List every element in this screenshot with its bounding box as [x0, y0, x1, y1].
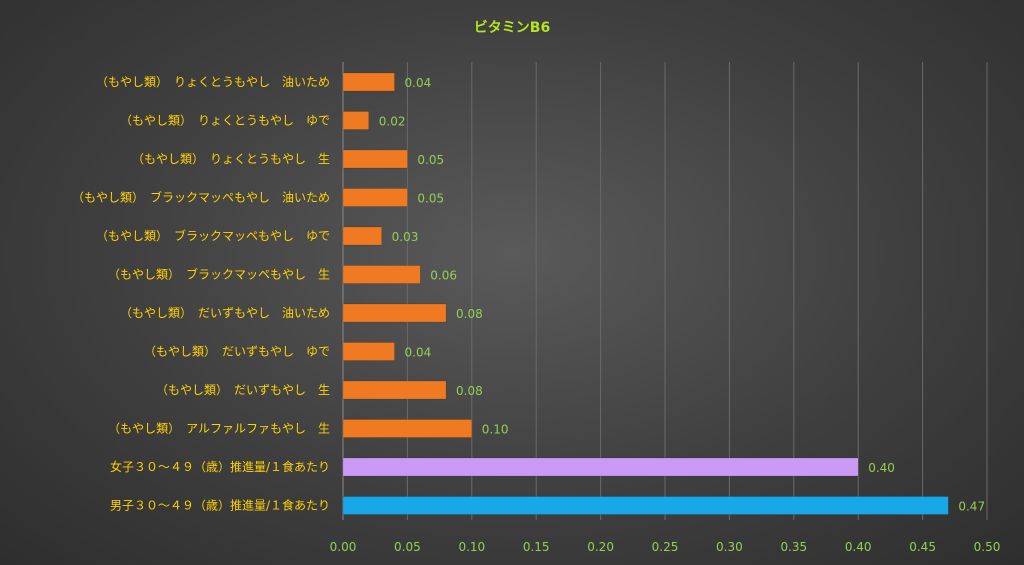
data-label: 0.04: [405, 76, 432, 90]
category-labels: （もやし類） りょくとうもやし 油いため （もやし類） りょくとうもやし ゆで （も…: [72, 75, 330, 513]
data-label: 0.47: [958, 500, 985, 514]
bars: [342, 72, 949, 515]
x-tick-label: 0.05: [394, 540, 421, 554]
gridlines: [342, 62, 988, 520]
data-label: 0.08: [456, 384, 483, 398]
data-label: 0.08: [456, 307, 483, 321]
x-tick-label: 0.20: [587, 540, 614, 554]
bar: [342, 419, 473, 438]
x-tick-label: 0.30: [716, 540, 743, 554]
x-tick-label: 0.25: [652, 540, 679, 554]
data-label: 0.03: [392, 230, 419, 244]
category-label: （もやし類） りょくとうもやし 油いため: [96, 75, 330, 89]
bar: [342, 457, 859, 477]
bar: [342, 226, 382, 246]
bar: [342, 265, 421, 284]
category-label: （もやし類） りょくとうもやし 生: [132, 152, 330, 166]
category-label: （もやし類） ブラックマッペもやし 油いため: [72, 190, 330, 205]
x-axis-ticks: 0.00 0.05 0.10 0.15 0.20 0.25 0.30 0.35 0.40 0.45…: [330, 540, 1001, 554]
x-tick-label: 0.10: [458, 540, 485, 554]
bar: [342, 72, 395, 92]
bar: [342, 111, 370, 130]
data-label: 0.40: [868, 461, 895, 475]
bar: [342, 496, 949, 515]
bar: [342, 149, 408, 169]
category-label: （もやし類） ブラックマッペもやし 生: [108, 267, 330, 282]
category-label: （もやし類） だいずもやし ゆで: [144, 345, 330, 359]
x-tick-label: 0.00: [330, 540, 357, 554]
x-tick-label: 0.50: [974, 540, 1001, 554]
bar: [342, 342, 395, 361]
bar: [342, 303, 447, 323]
category-label: （もやし類） だいずもやし 生: [156, 383, 330, 397]
category-label: （もやし類） だいずもやし 油いため: [120, 306, 330, 320]
category-label: 男子３０～４９（歳）推進量/１食あたり: [110, 498, 330, 513]
x-tick-label: 0.35: [780, 540, 807, 554]
data-label: 0.05: [417, 192, 444, 206]
category-label: （もやし類） アルファルファもやし 生: [108, 422, 330, 436]
data-label: 0.04: [405, 346, 432, 360]
data-label: 0.10: [482, 423, 509, 437]
data-label: 0.02: [379, 115, 406, 129]
bar: [342, 188, 408, 207]
category-label: （もやし類） りょくとうもやし ゆで: [120, 114, 330, 128]
data-label: 0.05: [417, 153, 444, 167]
category-label: 女子３０～４９（歳）推進量/１食あたり: [110, 459, 330, 474]
bar: [342, 380, 447, 400]
chart-title: ビタミンB6: [474, 20, 550, 36]
x-tick-label: 0.15: [523, 540, 550, 554]
data-labels: 0.04 0.02 0.05 0.05 0.03 0.06 0.08 0.04 0.08 0.10…: [379, 76, 985, 514]
x-tick-label: 0.45: [909, 540, 936, 554]
data-label: 0.06: [430, 269, 457, 283]
category-label: （もやし類） ブラックマッペもやし ゆで: [96, 228, 330, 243]
x-tick-label: 0.40: [845, 540, 872, 554]
